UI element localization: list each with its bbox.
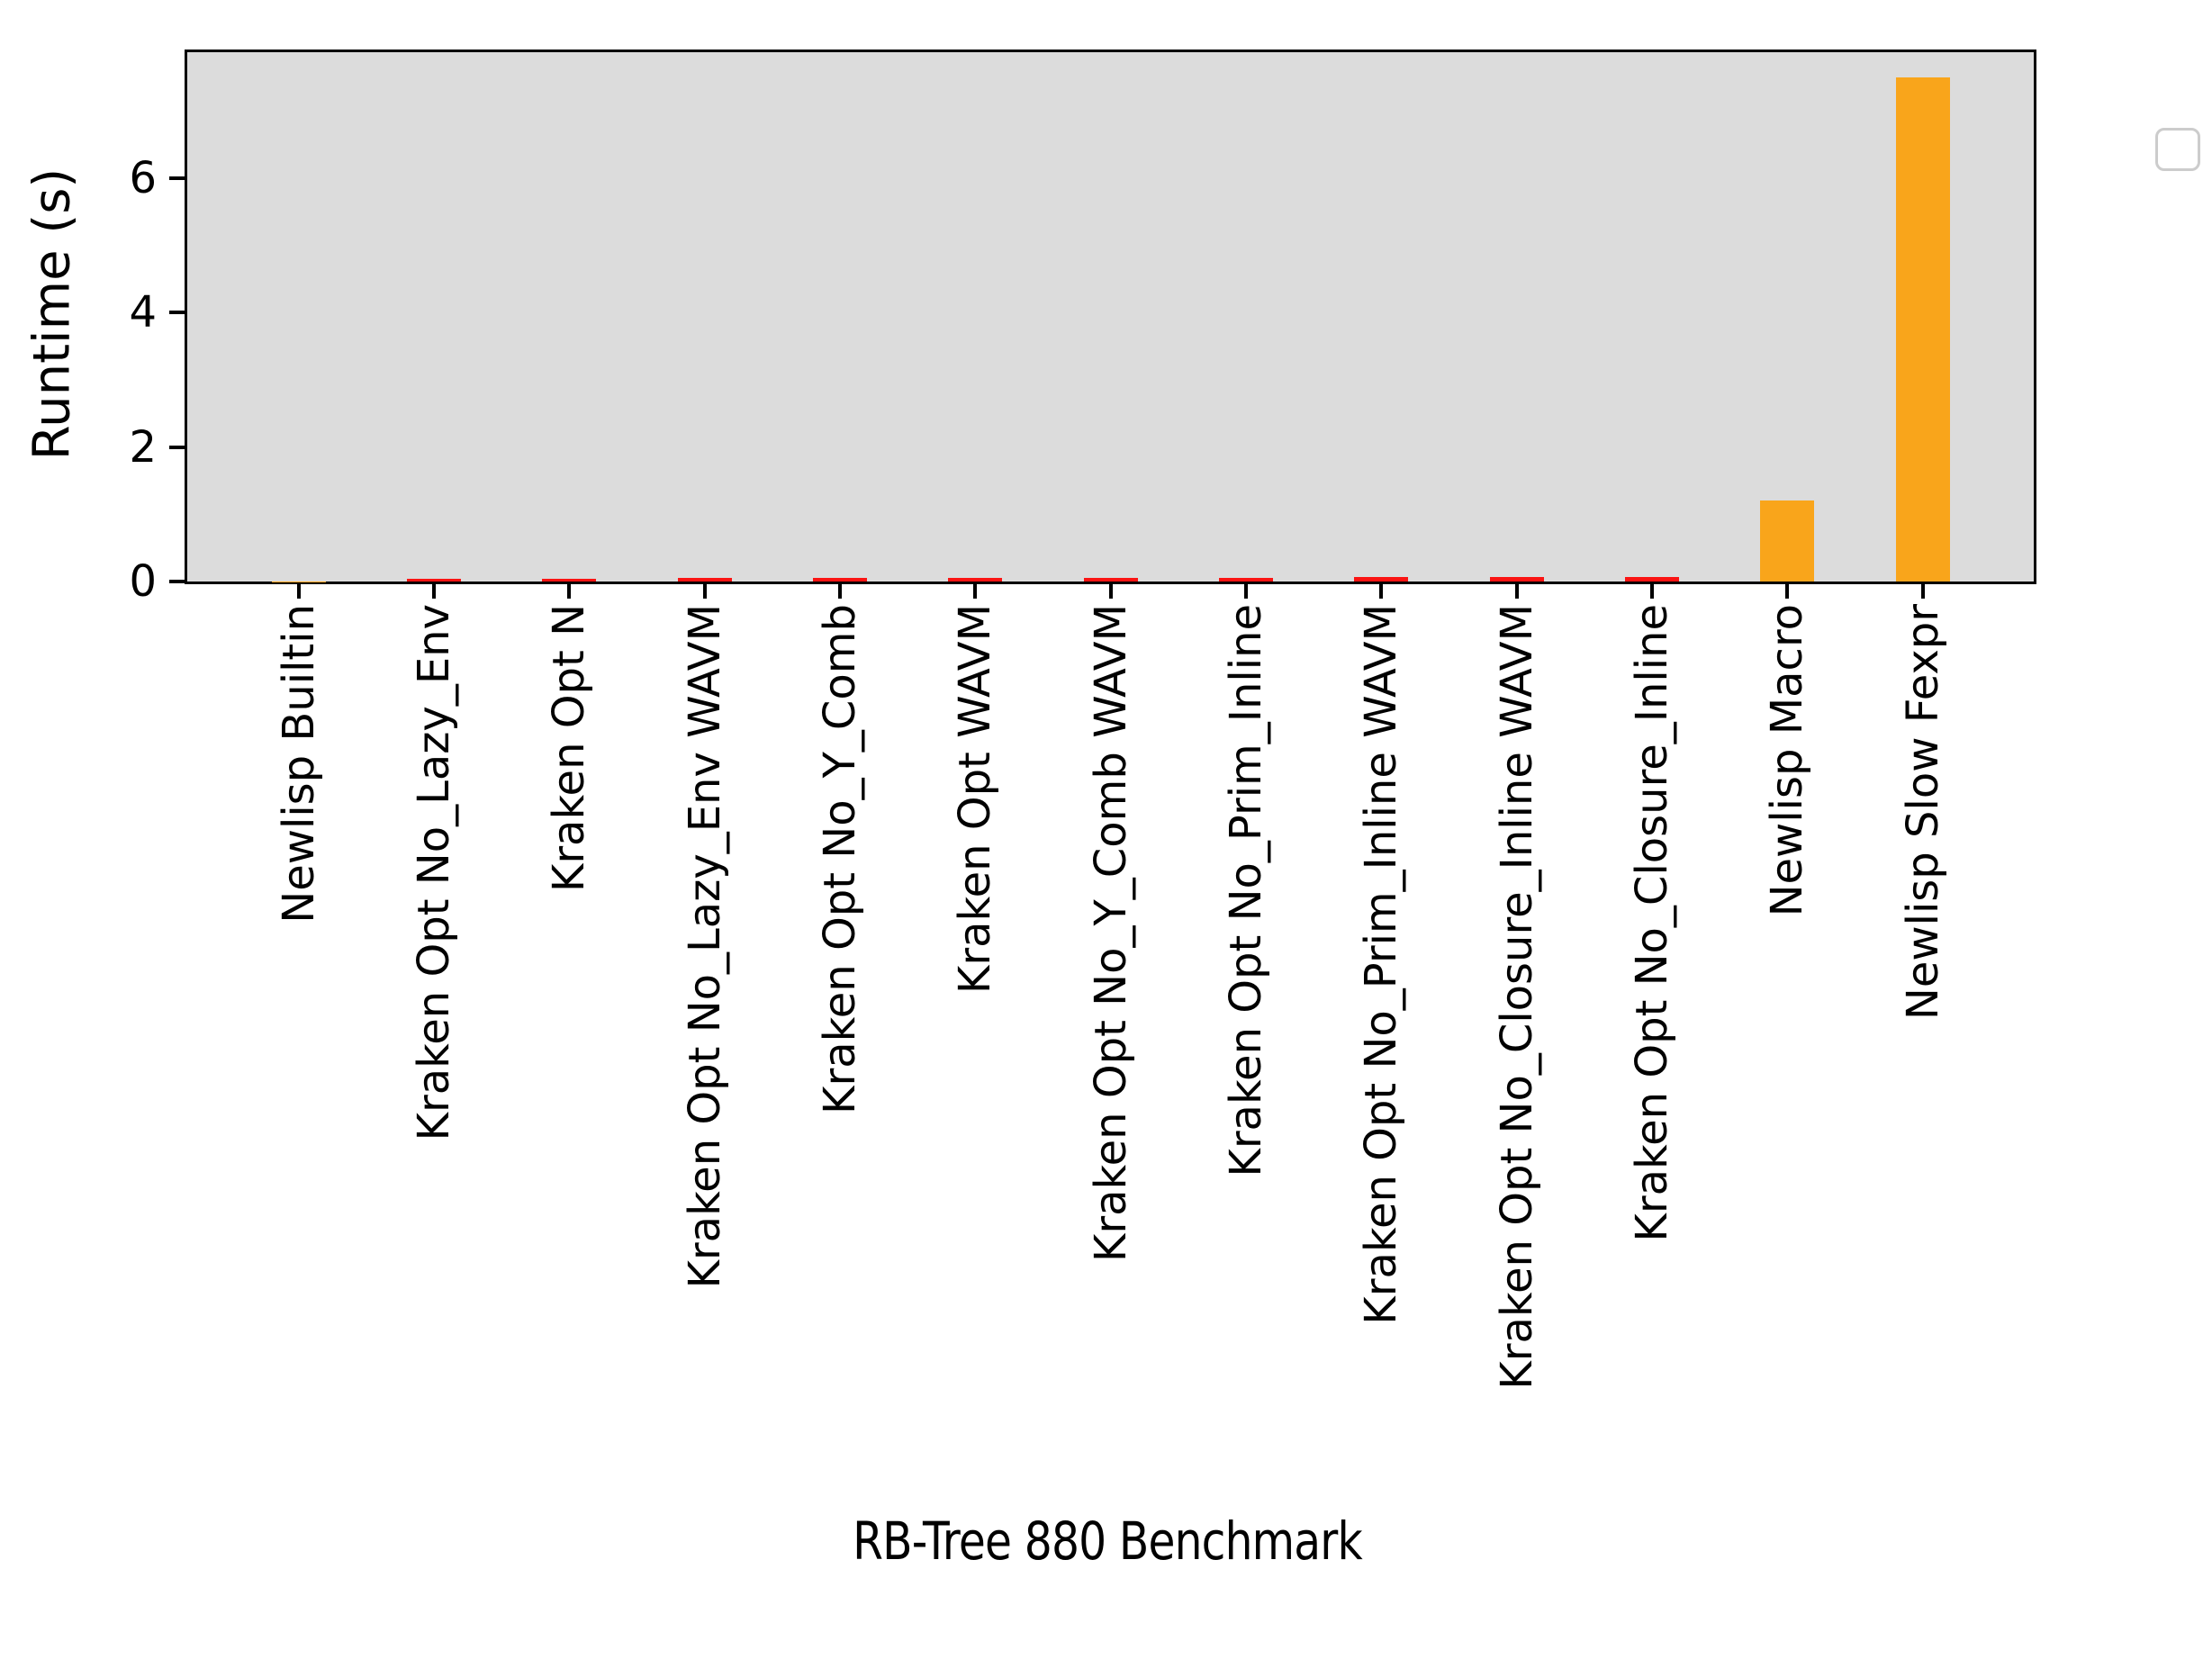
x-tick-mark: [1785, 584, 1790, 599]
x-tick-mark: [1379, 584, 1384, 599]
legend-box: [2155, 128, 2200, 171]
x-tick-label: Kraken Opt No_Prim_Inline: [1220, 604, 1271, 1177]
x-tick-label: Kraken Opt No_Y_Comb: [814, 604, 865, 1114]
x-tick-mark: [567, 584, 572, 599]
y-tick-label: 0: [129, 556, 157, 607]
bar-kraken-opt-no-prim-inline: [1218, 577, 1273, 582]
x-tick-label: Kraken Opt No_Lazy_Env WAVM: [679, 604, 730, 1289]
x-tick-mark: [702, 584, 707, 599]
x-axis-label: RB-Tree 880 Benchmark: [853, 1510, 1363, 1572]
x-tick-label: Newlisp Macro: [1762, 604, 1813, 917]
y-tick-label: 4: [129, 287, 157, 338]
x-tick-mark: [1649, 584, 1654, 599]
x-tick-mark: [837, 584, 842, 599]
plot-area: [185, 50, 2200, 584]
bar-kraken-opt-n: [542, 579, 597, 582]
bar-kraken-opt-no-lazy-env-wavm: [677, 578, 732, 582]
x-tick-label: Kraken Opt No_Closure_Inline: [1626, 604, 1677, 1242]
bar-kraken-opt-no-closure-inline: [1624, 576, 1679, 582]
x-tick-label: Newlisp Builtin: [273, 604, 324, 924]
y-tick-mark: [169, 445, 185, 449]
x-tick-label: Kraken Opt No_Prim_Inline WAVM: [1356, 604, 1407, 1325]
y-tick-mark: [169, 176, 185, 180]
y-tick-label: 2: [129, 421, 157, 473]
bar-kraken-opt-no-y-comb: [812, 578, 867, 582]
x-tick-label: Kraken Opt WAVM: [950, 604, 1001, 995]
x-tick-mark: [1514, 584, 1519, 599]
x-tick-mark: [1108, 584, 1113, 599]
y-axis-label: Runtime (s): [23, 167, 82, 461]
x-tick-mark: [296, 584, 301, 599]
bar-kraken-opt-no-lazy-env: [406, 579, 461, 582]
x-tick-mark: [431, 584, 436, 599]
bar-kraken-opt-no-prim-inline-wavm: [1354, 576, 1409, 582]
x-tick-label: Newlisp Slow Fexpr: [1897, 604, 1948, 1021]
y-tick-mark: [169, 311, 185, 315]
bar-kraken-opt-wavm: [948, 578, 1003, 582]
x-tick-label: Kraken Opt No_Y_Comb WAVM: [1085, 604, 1136, 1263]
x-tick-label: Kraken Opt N: [544, 604, 595, 893]
bar-kraken-opt-no-y-comb-wavm: [1083, 578, 1138, 582]
x-tick-label: Kraken Opt No_Closure_Inline WAVM: [1491, 604, 1542, 1390]
bar-newlisp-slow-fexpr: [1895, 77, 1950, 582]
x-tick-mark: [973, 584, 978, 599]
x-tick-label: Kraken Opt No_Lazy_Env: [408, 604, 459, 1141]
bar-newlisp-macro: [1760, 500, 1815, 582]
y-tick-label: 6: [129, 153, 157, 203]
bar-kraken-opt-no-closure-inline-wavm: [1489, 576, 1544, 582]
x-tick-mark: [1920, 584, 1925, 599]
y-tick-mark: [169, 580, 185, 583]
x-tick-mark: [1243, 584, 1248, 599]
